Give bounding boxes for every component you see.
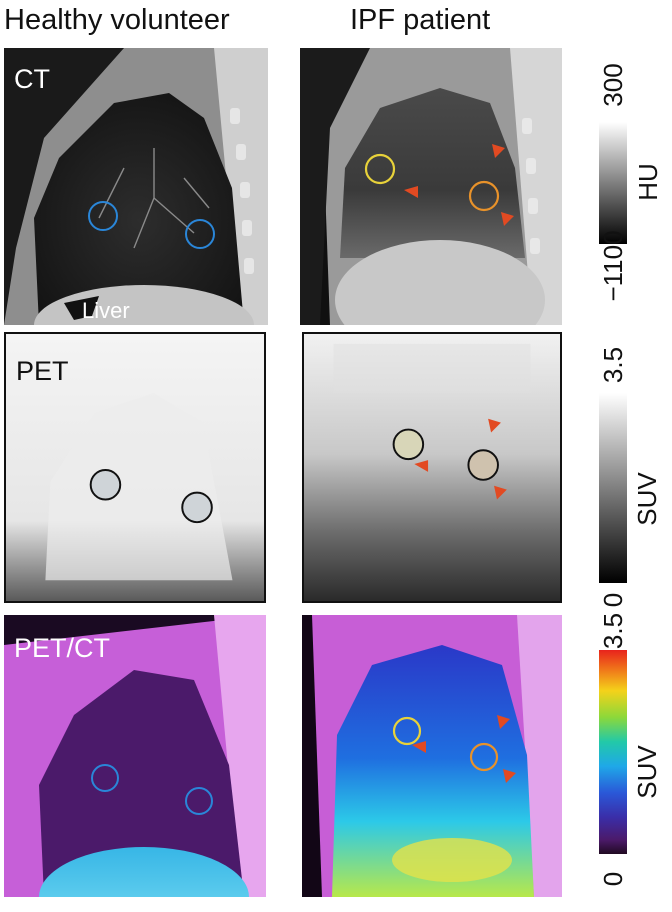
ct-healthy-image <box>4 48 268 325</box>
roi-circle <box>364 153 396 185</box>
roi-circle <box>185 787 213 815</box>
arrowhead <box>494 485 507 500</box>
colorbar-pet-unit: SUV <box>632 472 662 526</box>
column-title-healthy: Healthy volunteer <box>4 4 230 36</box>
pet-ipf-panel <box>302 332 562 603</box>
roi-circle <box>468 180 500 212</box>
roi-circle <box>91 764 119 792</box>
colorbar-pet-max: 3.5 <box>598 346 628 384</box>
liver-label: Liver <box>82 298 130 323</box>
arrowhead <box>404 186 418 198</box>
arrowhead <box>412 741 426 753</box>
arrowhead <box>488 418 501 433</box>
colorbar-hu <box>599 122 627 244</box>
row-label-ct: CT <box>14 64 50 94</box>
pet-healthy-image <box>6 334 264 601</box>
pet-healthy-panel: PET <box>4 332 266 603</box>
ct-ipf-panel <box>300 48 562 325</box>
arrowhead <box>503 769 516 783</box>
petct-healthy-image <box>4 615 266 897</box>
roi-circle <box>181 491 213 524</box>
arrowhead <box>501 212 514 226</box>
roi-circle <box>469 742 499 772</box>
petct-ipf-image <box>302 615 562 897</box>
colorbar-hu-unit: HU <box>633 163 663 201</box>
row-label-pet: PET <box>16 356 69 386</box>
ct-ipf-image <box>300 48 562 325</box>
colorbar-petct-min: 0 <box>598 871 628 887</box>
arrowhead <box>497 715 510 729</box>
petct-healthy-panel: PET/CT <box>4 615 266 897</box>
roi-circle <box>392 716 422 746</box>
arrowhead <box>414 460 429 472</box>
colorbar-pet-suv <box>599 393 627 583</box>
petct-ipf-panel <box>302 615 562 897</box>
colorbar-petct-suv <box>599 650 627 854</box>
arrowhead <box>492 144 505 158</box>
pet-ipf-image <box>304 334 560 601</box>
colorbar-hu-max: 300 <box>598 63 628 107</box>
ct-healthy-panel: CT Liver <box>4 48 268 325</box>
roi-circle <box>467 449 499 481</box>
row-label-petct: PET/CT <box>14 633 111 663</box>
roi-circle <box>185 219 215 249</box>
roi-circle <box>88 201 118 231</box>
roi-circle <box>392 428 425 461</box>
colorbar-petct-unit: SUV <box>632 745 662 799</box>
colorbar-hu-min: −1100 <box>598 230 628 302</box>
roi-circle <box>89 468 122 501</box>
colorbar-petct-max: 3.5 <box>598 612 628 650</box>
column-title-ipf: IPF patient <box>350 4 491 36</box>
